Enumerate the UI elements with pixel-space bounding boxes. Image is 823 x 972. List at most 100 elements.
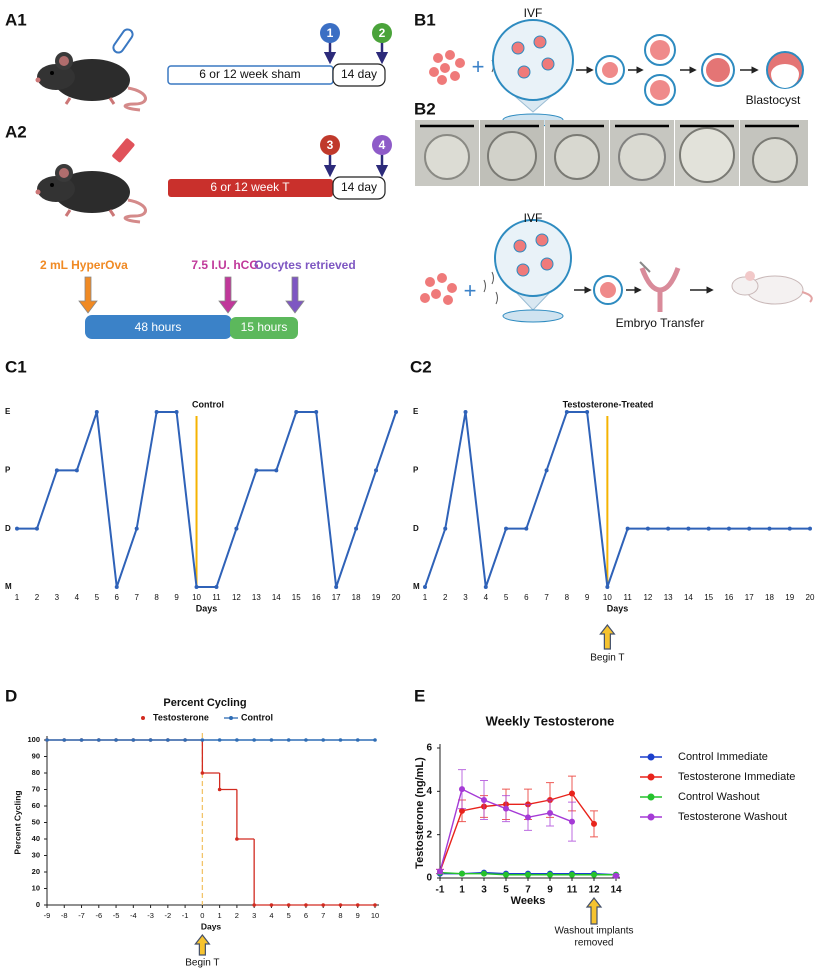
legend-dot	[647, 793, 655, 801]
petri-dish	[502, 309, 564, 323]
x-tick-label: -8	[61, 911, 68, 920]
x-tick-label: -6	[95, 911, 102, 920]
step-number: 4	[379, 138, 386, 152]
oocyte	[431, 289, 441, 299]
x-tick-label: 2	[443, 593, 448, 602]
legend-label: Control Immediate	[678, 751, 768, 763]
data-point	[235, 738, 239, 742]
zygote-core	[602, 62, 618, 78]
data-point	[269, 738, 274, 742]
x-tick-label: -9	[44, 911, 51, 920]
data-point	[252, 738, 256, 742]
data-point	[564, 410, 569, 414]
oocyte	[447, 283, 457, 293]
x-tick-label: 0	[200, 911, 204, 920]
oocyte-cluster	[429, 50, 465, 85]
data-point	[524, 526, 529, 531]
data-point	[459, 870, 465, 877]
x-tick-label: 8	[565, 593, 570, 602]
x-tick-label: -7	[78, 911, 85, 920]
data-point	[321, 903, 326, 907]
data-point	[481, 870, 487, 877]
data-point	[74, 468, 79, 473]
panel-label: B2	[414, 99, 436, 118]
x-tick-label: 6	[115, 593, 120, 602]
plus-sign: +	[464, 278, 477, 303]
x-tick-label: 14	[684, 593, 693, 602]
legend-dot	[647, 813, 655, 821]
data-point	[274, 468, 279, 473]
phase-label: 48 hours	[135, 320, 182, 334]
data-point	[79, 738, 84, 742]
sperm	[483, 271, 498, 305]
y-tick-label: 4	[426, 786, 432, 797]
data-point	[726, 526, 731, 531]
blastocoel	[771, 64, 799, 88]
y-tick-label: 60	[32, 801, 40, 810]
washout-box	[332, 176, 386, 200]
embryo-core	[650, 40, 670, 60]
ivf-label: IVF	[524, 211, 543, 225]
bar-label: 14 day	[341, 67, 377, 81]
recipient-ear	[745, 271, 755, 281]
oocyte	[455, 58, 465, 68]
oocyte	[420, 293, 430, 303]
data-point	[354, 526, 359, 531]
legend-label: Testosterone	[153, 712, 209, 722]
oocyte	[433, 53, 443, 63]
data-point	[437, 868, 443, 875]
x-tick-label: -1	[436, 885, 445, 896]
t-bar	[168, 179, 333, 197]
x-tick-label: 17	[745, 593, 754, 602]
y-tick-label: P	[5, 465, 11, 474]
panel-label: B1	[414, 10, 436, 29]
x-tick-label: 9	[174, 593, 179, 602]
x-tick-label: 7	[544, 593, 549, 602]
data-point	[569, 790, 575, 797]
hcg-label: 7.5 I.U. hCG	[191, 258, 258, 272]
y-axis-label: Testosterone (ng/mL)	[414, 757, 426, 869]
data-point	[294, 410, 299, 414]
x-tick-label: 7	[525, 885, 531, 896]
cell	[516, 263, 530, 277]
cell	[511, 41, 525, 55]
y-tick-label: 70	[32, 784, 40, 793]
oocyte-cluster	[420, 273, 457, 305]
y-tick-label: M	[5, 582, 12, 591]
data-point	[605, 585, 610, 589]
data-point	[114, 738, 118, 742]
ivf-label: IVF	[524, 6, 543, 20]
phase-bar	[230, 317, 298, 339]
data-point	[374, 468, 379, 473]
data-point	[148, 738, 153, 742]
chart-title: Testosterone-Treated	[563, 399, 654, 409]
panel-label: C1	[5, 357, 27, 376]
phase-bar	[85, 315, 232, 339]
x-tick-label: 12	[643, 593, 652, 602]
x-tick-label: 13	[252, 593, 261, 602]
x-tick-label: 4	[75, 593, 80, 602]
oocyte	[429, 67, 439, 77]
data-point	[174, 410, 179, 414]
y-tick-label: 40	[32, 834, 40, 843]
y-tick-label: 30	[32, 850, 40, 859]
x-tick-label: -1	[182, 911, 189, 920]
embryo-image	[618, 133, 666, 181]
legend-dot	[647, 753, 655, 761]
y-tick-label: E	[5, 407, 11, 416]
x-tick-label: 10	[603, 593, 612, 602]
y-tick-label: D	[413, 524, 419, 533]
data-point	[706, 526, 711, 531]
x-tick-label: 14	[610, 885, 622, 896]
hyperova-label: 2 mL HyperOva	[40, 258, 128, 272]
step-number: 3	[327, 138, 334, 152]
x-tick-label: 1	[218, 911, 222, 920]
data-point	[114, 585, 119, 589]
cell	[513, 239, 527, 253]
x-tick-label: 1	[423, 593, 428, 602]
panel-label: E	[414, 686, 425, 705]
data-point	[373, 903, 377, 907]
step-number: 1	[327, 26, 334, 40]
x-axis-label: Days	[607, 603, 629, 613]
x-tick-label: 16	[724, 593, 733, 602]
